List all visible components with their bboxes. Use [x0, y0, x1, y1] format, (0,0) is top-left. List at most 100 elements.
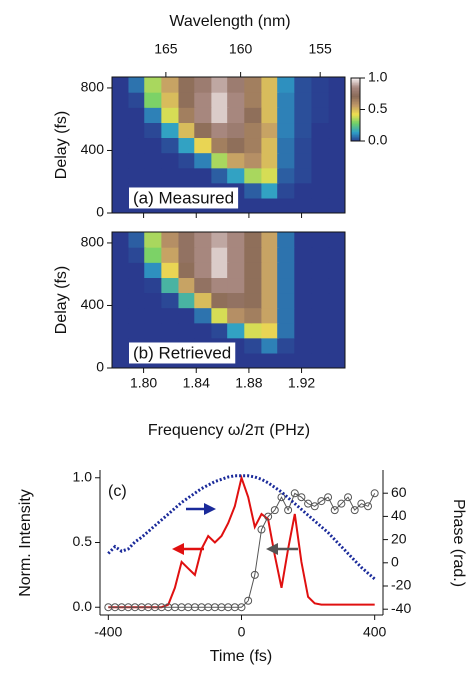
heatmap-cell [244, 247, 263, 263]
heatmap-cell [261, 107, 280, 124]
heatmap-cell [211, 122, 230, 139]
heatmap-cell [328, 292, 345, 309]
heatmap-cell [144, 92, 162, 108]
heatmap-cell [261, 167, 280, 184]
heatmap-cell [112, 262, 130, 279]
heatmap-cell [311, 107, 330, 124]
heatmap-cell [311, 92, 330, 108]
heatmap-cell [178, 277, 197, 294]
y2-tick-label: 20 [391, 530, 407, 546]
panel-label: (c) [108, 483, 127, 500]
heatmap-cell [211, 292, 230, 309]
heatmap-cell [211, 277, 230, 294]
heatmap-cell [328, 277, 345, 294]
heatmap-cell [244, 152, 263, 169]
heatmap-cell [144, 77, 162, 93]
heatmap-cell [144, 277, 162, 294]
heatmap-cell [211, 107, 230, 124]
heatmap-cell [311, 197, 330, 213]
heatmap-cell [161, 247, 180, 263]
heatmap-cell [261, 322, 280, 339]
y-tick-label: 1.0 [73, 468, 93, 484]
heatmap-cell [311, 137, 330, 154]
heatmap-cell [211, 152, 230, 169]
data-point [330, 506, 339, 515]
heatmap-cell [277, 137, 295, 154]
heatmap-cell [161, 292, 180, 309]
heatmap-cell [294, 262, 313, 279]
heatmap-cell [261, 197, 280, 213]
y2-axis-label: Phase (rad.) [450, 499, 467, 587]
heatmap-cell [277, 247, 295, 263]
panel-label-box [129, 342, 236, 364]
heatmap-cell [244, 232, 263, 248]
heatmap-cell [112, 77, 130, 93]
heatmap-cell [277, 232, 295, 248]
heatmap-cell [244, 122, 263, 139]
heatmap-cell [244, 137, 263, 154]
y-tick-label: 0 [96, 359, 104, 375]
series-line [108, 474, 375, 609]
heatmap-cell [328, 247, 345, 263]
heatmap-cell [144, 292, 162, 309]
data-point [244, 596, 253, 605]
heatmap-cell [112, 337, 130, 354]
heatmap-cell [294, 337, 313, 354]
arrow-head [172, 543, 184, 555]
heatmap-cell [277, 92, 295, 108]
heatmap-cell [294, 107, 313, 124]
heatmap-cell [112, 232, 130, 248]
colorbar-segment [351, 131, 360, 134]
x2-axis-label: Wavelength (nm) [169, 13, 290, 30]
x2-tick-label: 165 [154, 41, 178, 57]
x-tick-label: 1.84 [183, 375, 210, 391]
heatmap-cell [294, 277, 313, 294]
heatmap-cell [277, 122, 295, 139]
series-line [107, 474, 376, 581]
heatmap-cell [194, 122, 212, 139]
heatmap-cell [277, 307, 295, 324]
heatmap-cell [112, 107, 130, 124]
heatmap-cell [328, 262, 345, 279]
heatmap-cell [128, 77, 147, 93]
heatmap-cell [294, 152, 313, 169]
heatmap-cell [277, 262, 295, 279]
colorbar-segment [351, 104, 360, 107]
heatmap-cell [144, 122, 162, 139]
heatmap-cell [311, 232, 330, 248]
heatmap-cell [227, 232, 245, 248]
heatmap-cell [311, 167, 330, 184]
colorbar-segment [351, 129, 360, 133]
panel-label: (a) Measured [133, 188, 234, 207]
heatmap-cell [112, 277, 130, 294]
heatmap-cell [328, 92, 345, 108]
heatmap-cell [328, 337, 345, 354]
colorbar-segment [351, 133, 360, 136]
heatmap-cell [261, 152, 280, 169]
heatmap-cell [261, 277, 280, 294]
heatmap-cell [178, 322, 197, 339]
heatmap-cell [277, 77, 295, 93]
heatmap-cell [161, 262, 180, 279]
data-point [344, 493, 353, 502]
heatmap-cell [311, 307, 330, 324]
heatmap-cell [227, 307, 245, 324]
colorbar-tick-label: 1.0 [368, 69, 388, 85]
heatmap-cell [261, 77, 280, 93]
panel-label: (b) Retrieved [133, 343, 231, 362]
colorbar-segment [351, 89, 360, 92]
data-point [284, 506, 293, 515]
heatmap-cell [294, 77, 313, 93]
heatmap-cell [161, 92, 180, 108]
heatmap-cell [244, 92, 263, 108]
heatmap-cell [328, 322, 345, 339]
colorbar-segment [351, 96, 360, 99]
colorbar-segment [351, 93, 360, 96]
colorbar-segment [351, 136, 360, 139]
heatmap-cell [144, 262, 162, 279]
arrow-head [266, 543, 278, 555]
y2-tick-label: -40 [391, 600, 411, 616]
heatmap-cell [244, 197, 263, 213]
heatmap-cell [178, 92, 197, 108]
